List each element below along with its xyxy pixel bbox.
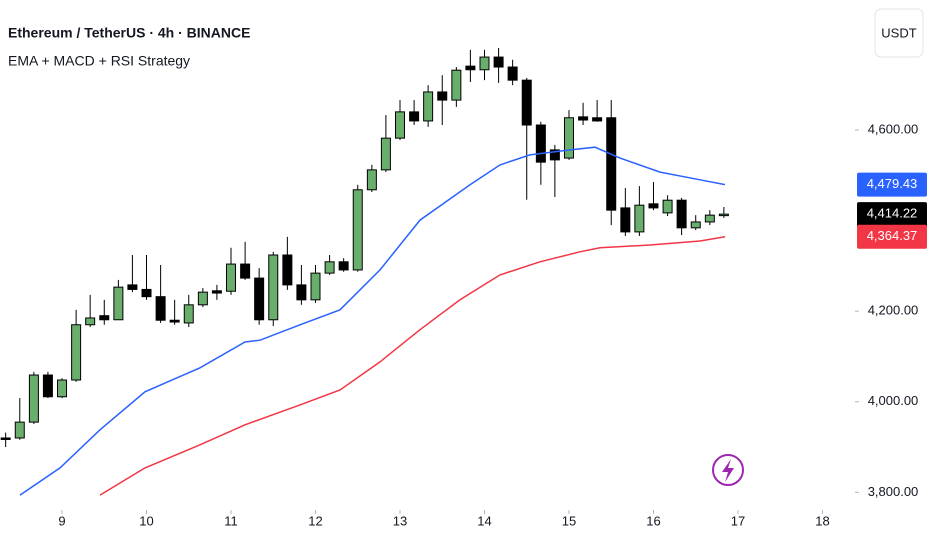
- candle-body: [226, 263, 237, 292]
- candle-body: [676, 199, 687, 229]
- candle-body: [57, 379, 68, 398]
- candle-body: [99, 315, 110, 321]
- candle-body: [282, 254, 293, 286]
- candle-body: [240, 263, 251, 279]
- price-tag: [857, 224, 927, 249]
- candle-body: [563, 117, 574, 159]
- y-tick-label: 3,800.00: [868, 484, 919, 499]
- candle-body: [507, 66, 518, 81]
- candle-body: [704, 214, 715, 223]
- candle-body: [211, 290, 222, 294]
- candle-body: [310, 272, 321, 301]
- axes: 3,800.00 4,000.00 4,200.00 4,600.00 9 10 11 12 1…: [58, 121, 927, 528]
- candle-body: [648, 203, 659, 209]
- candle-body: [28, 374, 39, 423]
- candle-body: [535, 124, 546, 163]
- candle-body: [254, 277, 265, 321]
- candle-body: [634, 204, 645, 233]
- candle-body: [268, 254, 279, 321]
- candle-body: [521, 79, 532, 126]
- x-tick-label: 9: [58, 513, 65, 528]
- candle-body: [14, 421, 25, 439]
- price-tag: [857, 172, 927, 197]
- x-tick-label: 10: [139, 513, 153, 528]
- x-tick-label: 17: [731, 513, 745, 528]
- candle-body: [296, 284, 307, 301]
- currency-button-box[interactable]: [874, 8, 924, 58]
- candle-body: [155, 296, 166, 321]
- candle-body: [127, 284, 138, 290]
- chart-title: Ethereum / TetherUS · 4h · BINANCE: [8, 25, 250, 41]
- candle-body: [718, 213, 729, 217]
- candle-body: [352, 189, 363, 271]
- x-tick-label: 13: [393, 513, 407, 528]
- candle-body: [606, 117, 617, 211]
- x-tick-label: 18: [815, 513, 829, 528]
- candle-body: [338, 261, 349, 271]
- candle-body: [394, 111, 405, 139]
- currency-button[interactable]: USDT: [881, 25, 916, 40]
- candle-body: [85, 317, 96, 326]
- lightning-icon: [712, 454, 744, 486]
- ema-line: [99, 235, 726, 496]
- candle-body: [183, 304, 194, 324]
- y-tick-label: 4,200.00: [868, 303, 919, 318]
- candle-body: [592, 117, 603, 122]
- price-tag-label: 4,364.37: [867, 228, 918, 243]
- plot-area: [0, 48, 729, 496]
- candle-body: [42, 374, 53, 398]
- x-tick-label: 14: [477, 513, 491, 528]
- candle-body: [324, 261, 335, 274]
- y-tick-label: 4,000.00: [868, 393, 919, 408]
- candle-body: [578, 116, 589, 121]
- candle-body: [549, 149, 560, 161]
- x-tick-label: 16: [646, 513, 660, 528]
- candle-body: [465, 65, 476, 71]
- x-tick-label: 12: [308, 513, 322, 528]
- candle-body: [366, 169, 377, 191]
- price-tag-label: 4,414.22: [867, 206, 918, 221]
- candle-body: [620, 207, 631, 233]
- candle-body: [141, 288, 152, 298]
- candle-body: [71, 324, 82, 381]
- candle-body: [380, 137, 391, 171]
- x-tick-label: 15: [562, 513, 576, 528]
- candle-body: [169, 319, 180, 323]
- candle-body: [0, 437, 11, 440]
- chart-subtitle: EMA + MACD + RSI Strategy: [8, 53, 190, 69]
- candle-body: [409, 111, 420, 122]
- candle-body: [113, 286, 124, 321]
- candle-body: [451, 69, 462, 101]
- candle-body: [690, 221, 701, 229]
- ema-line: [19, 146, 726, 496]
- candle-body: [479, 56, 490, 71]
- candle-body: [437, 91, 448, 101]
- y-tick-label: 4,600.00: [868, 121, 919, 136]
- candle-body: [423, 91, 434, 122]
- price-tag-label: 4,479.43: [867, 176, 918, 191]
- candle-body: [493, 56, 504, 68]
- candle-body: [662, 199, 673, 214]
- x-tick-label: 11: [224, 513, 238, 528]
- candle-body: [197, 291, 208, 306]
